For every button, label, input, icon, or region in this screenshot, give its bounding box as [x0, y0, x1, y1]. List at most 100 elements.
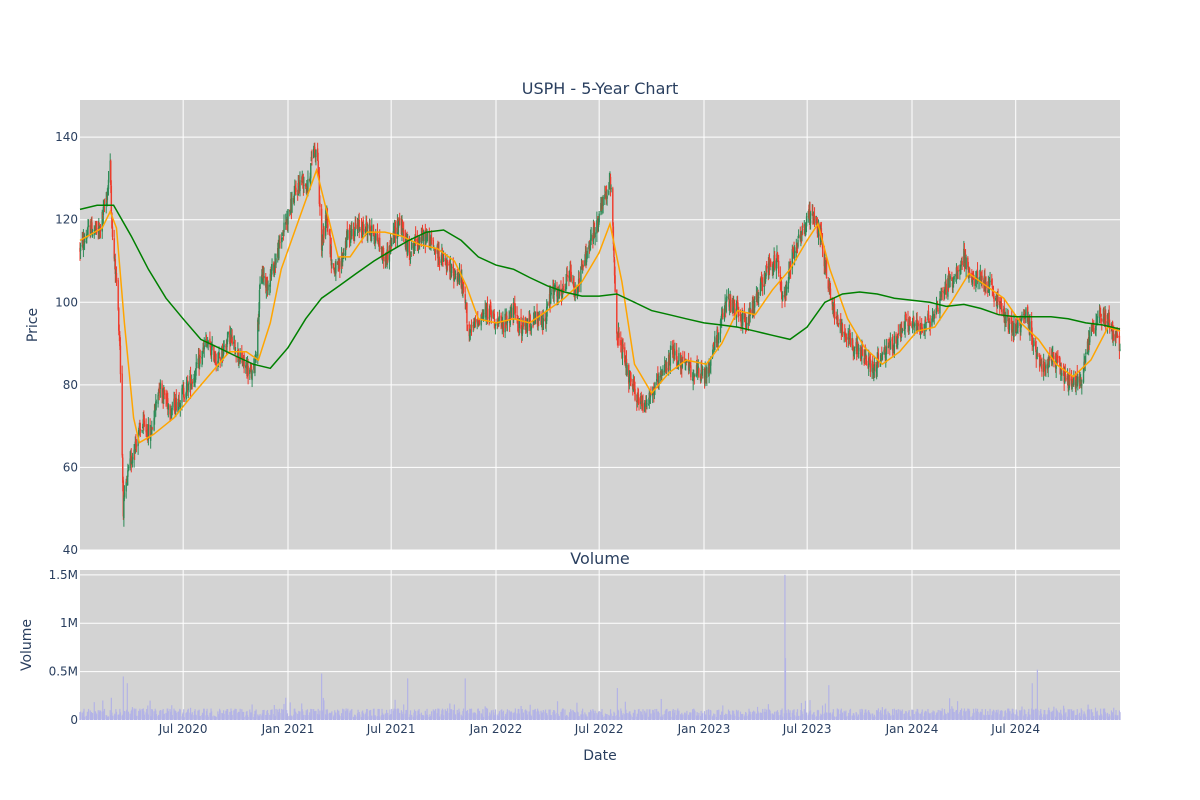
volume-bar — [161, 710, 163, 720]
price-tick-label: 140 — [55, 130, 78, 144]
candle-body — [445, 260, 447, 265]
candle-body — [988, 281, 991, 288]
candle-body — [678, 353, 680, 362]
volume-bar — [267, 713, 269, 720]
candle-body — [1075, 381, 1077, 389]
volume-bar — [251, 704, 253, 720]
candle-body — [237, 349, 240, 360]
candle-body — [356, 224, 359, 231]
volume-bar — [738, 716, 740, 720]
candle-body — [817, 222, 820, 237]
candle-body — [87, 226, 89, 235]
volume-bar — [653, 712, 655, 720]
volume-bar — [1073, 710, 1075, 720]
volume-bar — [474, 713, 477, 720]
candle-body — [999, 300, 1001, 308]
candle-body — [728, 304, 731, 308]
candle-body — [178, 399, 180, 407]
candle-body — [518, 318, 521, 329]
candle-body — [975, 279, 977, 287]
candle-body — [425, 231, 428, 237]
candle-body — [708, 365, 711, 368]
candle-body — [362, 219, 364, 225]
candle-body — [620, 340, 622, 346]
candle-body — [1000, 303, 1003, 308]
candle-body — [1106, 321, 1109, 326]
candle-body — [967, 257, 969, 268]
candle-body — [748, 308, 750, 326]
volume-bar — [195, 715, 197, 720]
candle-body — [388, 246, 391, 262]
candle-body — [219, 357, 221, 361]
candle-body — [369, 224, 371, 233]
volume-bar — [331, 711, 333, 720]
volume-bar — [956, 701, 959, 720]
candle-body — [191, 381, 193, 384]
volume-bar — [407, 678, 409, 720]
candle-body — [206, 344, 208, 346]
volume-bar — [892, 709, 894, 720]
candle-body — [977, 280, 979, 282]
candle-body — [486, 304, 489, 319]
volume-bar — [825, 712, 828, 720]
volume-bar — [669, 711, 671, 720]
candle-body — [849, 338, 852, 346]
candle-body — [209, 345, 212, 352]
candle-body — [1095, 322, 1097, 331]
candle-body — [79, 244, 82, 251]
candle-body — [565, 276, 568, 282]
candle-body — [632, 383, 635, 391]
candle-body — [421, 229, 424, 234]
candle-body — [482, 312, 485, 318]
volume-bar — [590, 711, 592, 720]
candle-body — [485, 306, 488, 318]
volume-bar — [746, 715, 748, 720]
volume-bar — [650, 713, 652, 720]
candle-body — [801, 229, 804, 231]
volume-bar — [351, 708, 353, 720]
candle-body — [233, 341, 235, 344]
volume-bar — [832, 709, 834, 720]
volume-bar — [752, 710, 755, 720]
volume-bar — [770, 713, 772, 720]
candle-body — [194, 379, 196, 381]
candle-body — [213, 345, 215, 361]
candle-body — [931, 315, 934, 321]
candle-body — [742, 313, 744, 326]
volume-bar — [321, 673, 323, 720]
candle-body — [605, 189, 608, 201]
candle-body — [917, 322, 919, 327]
candle-body — [223, 345, 225, 347]
candle-body — [395, 227, 397, 239]
candle-body — [787, 281, 790, 289]
volume-bar — [291, 716, 293, 720]
volume-bar — [718, 709, 720, 720]
volume-bar — [979, 711, 981, 720]
candle-body — [327, 223, 329, 228]
candle-body — [448, 264, 450, 266]
candle-body — [612, 226, 615, 245]
candle-body — [1001, 309, 1003, 315]
volume-bar — [477, 708, 479, 720]
candle-body — [446, 261, 449, 267]
candle-body — [642, 403, 644, 412]
candle-body — [291, 197, 293, 213]
candle-body — [916, 324, 919, 331]
volume-bar — [805, 712, 808, 720]
candle-body — [993, 296, 995, 302]
volume-bar — [927, 712, 930, 720]
volume-bar — [1081, 710, 1083, 720]
candle-body — [761, 284, 764, 287]
candle-body — [1064, 371, 1066, 378]
candle-body — [1032, 345, 1035, 347]
candle-body — [537, 317, 539, 326]
candle-body — [121, 373, 123, 456]
volume-bar — [347, 708, 349, 720]
candle-body — [772, 266, 774, 271]
candle-body — [110, 185, 113, 212]
candle-body — [95, 221, 98, 230]
volume-bar — [762, 708, 764, 720]
candle-body — [113, 238, 115, 259]
candle-body — [873, 364, 876, 371]
candle-body — [773, 254, 776, 269]
